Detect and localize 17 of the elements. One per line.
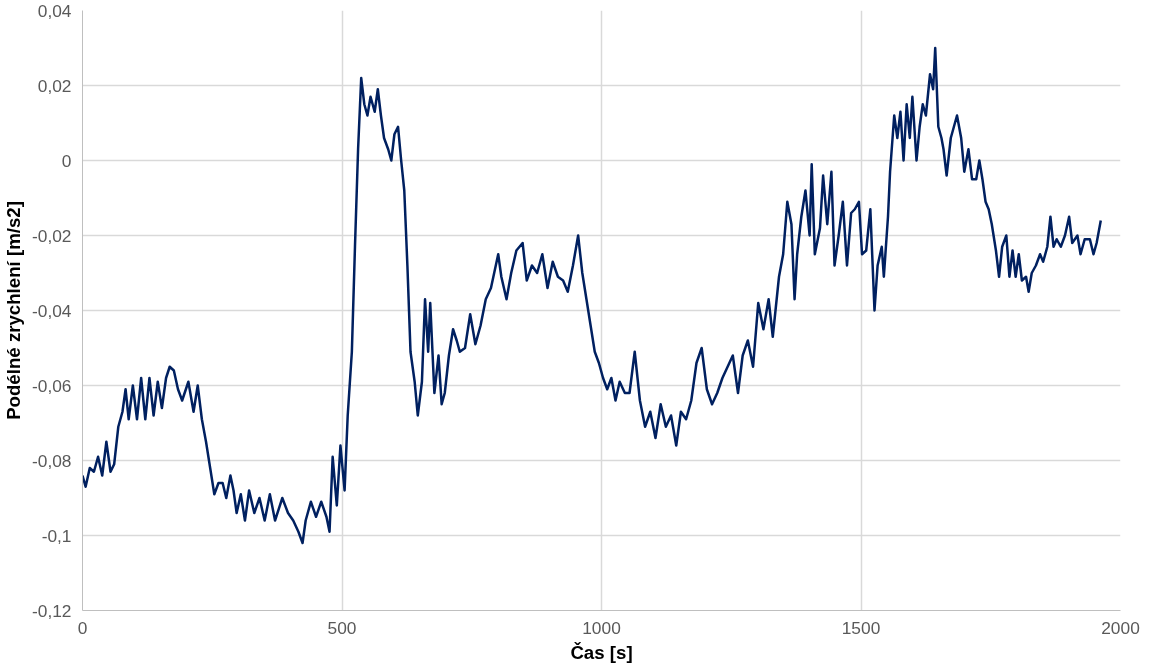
y-tick-label: -0,08: [32, 450, 72, 471]
y-tick-label: -0,12: [32, 600, 72, 621]
x-tick-label: 1000: [582, 617, 621, 638]
y-tick-label: 0: [61, 150, 72, 171]
y-tick-label: -0,06: [32, 375, 72, 396]
line-series: [82, 46, 1103, 545]
x-tick-label: 2000: [1101, 617, 1140, 638]
x-axis-title: Čas [s]: [570, 641, 633, 663]
y-tick-label: 0,04: [37, 0, 72, 21]
x-tick-label: 500: [327, 617, 357, 638]
y-tick-label: -0,02: [32, 225, 72, 246]
x-tick-label: 0: [77, 617, 88, 638]
y-tick-label: 0,02: [37, 75, 72, 96]
y-axis-title: Podélné zrychlení [m/s2]: [3, 201, 24, 420]
x-tick-label: 1500: [841, 617, 881, 638]
y-tick-label: -0,1: [41, 525, 72, 546]
y-tick-label: -0,04: [32, 300, 72, 321]
